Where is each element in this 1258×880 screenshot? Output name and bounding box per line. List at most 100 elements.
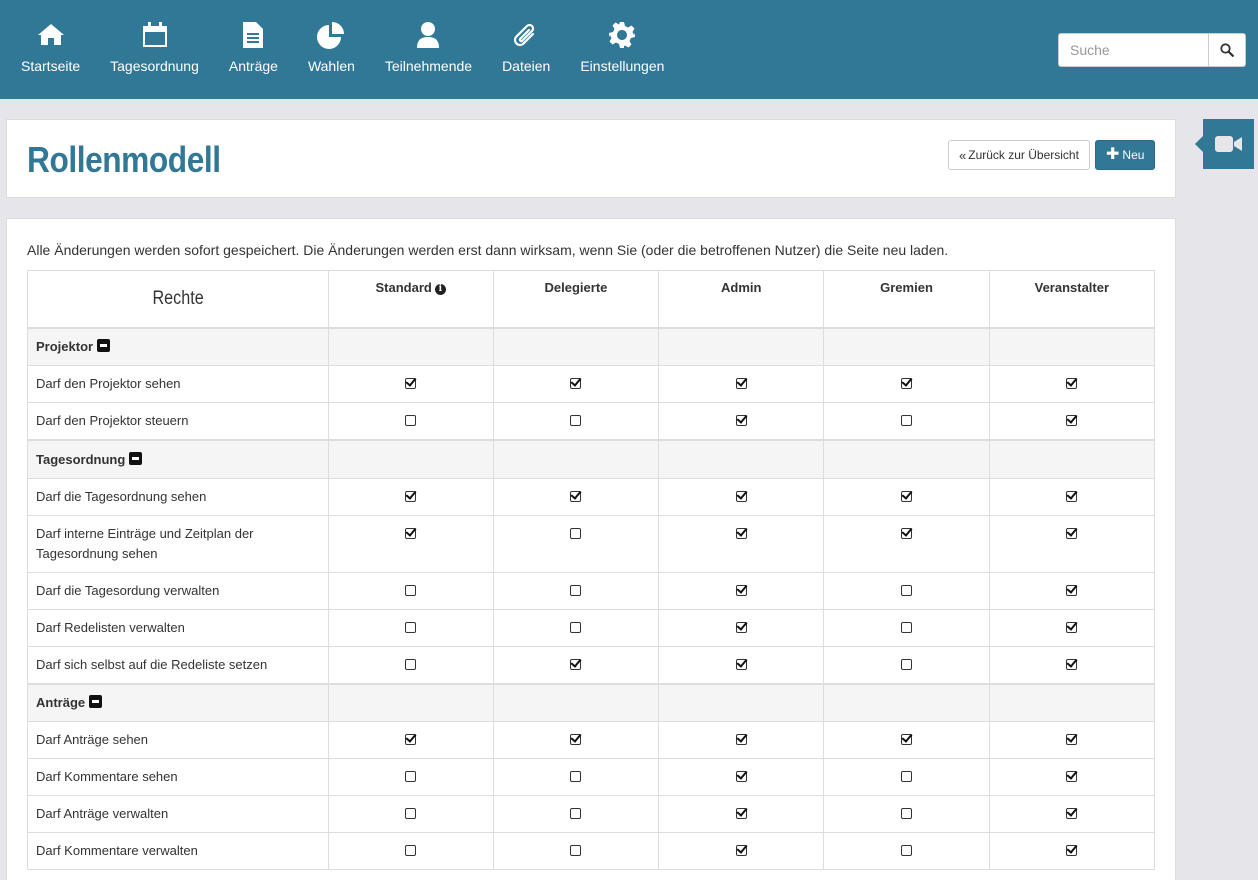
paperclip-icon (514, 23, 535, 47)
permission-checkbox[interactable] (570, 415, 582, 426)
permission-checkbox[interactable] (405, 415, 417, 426)
table-header-row: Rechte Standard i Delegierte Admin Gremie… (27, 270, 1156, 328)
nav-item-startseite[interactable]: Startseite (6, 0, 95, 99)
permission-checkbox[interactable] (1066, 378, 1078, 389)
content-panel: Alle Änderungen werden sofort gespeicher… (6, 218, 1176, 880)
permission-checkbox[interactable] (735, 527, 747, 539)
search-input[interactable] (1058, 33, 1208, 67)
permission-checkbox[interactable] (405, 808, 417, 819)
permission-checkbox[interactable] (570, 771, 582, 782)
permission-checkbox[interactable] (405, 771, 417, 782)
permission-checkbox[interactable] (735, 490, 747, 502)
info-icon[interactable]: i (434, 284, 446, 295)
permission-checkbox[interactable] (570, 490, 582, 502)
permission-checkbox[interactable] (405, 621, 417, 633)
permission-checkbox[interactable] (735, 584, 747, 596)
group-row-antraege: Anträge (27, 682, 1156, 722)
rights-column-header: Rechte (27, 270, 329, 328)
double-chevron-left-icon: « (959, 147, 967, 163)
permission-checkbox[interactable] (570, 808, 582, 819)
permission-checkbox[interactable] (901, 734, 913, 745)
top-navbar: Startseite Tagesordnung Anträge Wahlen T… (0, 0, 1258, 99)
permission-checkbox[interactable] (901, 621, 913, 633)
collapse-icon[interactable] (89, 695, 103, 709)
group-name: Tagesordnung (27, 439, 329, 479)
permission-checkbox[interactable] (405, 845, 417, 856)
permission-checkbox[interactable] (405, 584, 417, 596)
permission-checkbox[interactable] (1066, 808, 1078, 819)
permissions-table: Rechte Standard i Delegierte Admin Gremie… (27, 270, 1156, 870)
nav-item-antraege[interactable]: Anträge (214, 0, 293, 99)
nav-item-teilnehmende[interactable]: Teilnehmende (370, 0, 487, 99)
collapse-icon[interactable] (97, 339, 111, 353)
permission-checkbox[interactable] (735, 771, 747, 782)
permission-checkbox[interactable] (405, 658, 417, 670)
nav-label: Anträge (228, 58, 278, 74)
permission-checkbox[interactable] (901, 808, 913, 819)
permission-checkbox[interactable] (570, 658, 582, 670)
permission-checkbox[interactable] (901, 415, 913, 426)
permission-checkbox[interactable] (901, 584, 913, 596)
permission-checkbox[interactable] (735, 808, 747, 819)
permission-checkbox[interactable] (1066, 771, 1078, 782)
permission-checkbox[interactable] (1066, 658, 1078, 670)
main-nav: Startseite Tagesordnung Anträge Wahlen T… (6, 0, 679, 99)
permission-checkbox[interactable] (405, 734, 417, 745)
permission-checkbox[interactable] (901, 771, 913, 782)
nav-item-wahlen[interactable]: Wahlen (293, 0, 370, 99)
search-button[interactable] (1208, 33, 1246, 67)
permission-checkbox[interactable] (1066, 415, 1078, 426)
permission-checkbox[interactable] (901, 845, 913, 856)
page-title: Rollenmodell (27, 139, 221, 180)
collapse-icon[interactable] (129, 451, 143, 465)
permission-label: Darf den Projektor sehen (27, 365, 329, 403)
permission-checkbox[interactable] (1066, 490, 1078, 502)
video-camera-icon (1214, 136, 1242, 152)
permission-checkbox[interactable] (1066, 845, 1078, 856)
permission-checkbox[interactable] (570, 584, 582, 596)
new-button[interactable]: ✚ Neu (1095, 140, 1156, 170)
permission-checkbox[interactable] (1066, 734, 1078, 745)
permission-checkbox[interactable] (901, 490, 913, 502)
permission-row: Darf Anträge sehen (27, 721, 1156, 759)
permission-checkbox[interactable] (570, 527, 582, 539)
permission-label: Darf interne Einträge und Zeitplan der T… (27, 514, 329, 573)
permission-checkbox[interactable] (405, 490, 417, 502)
permission-label: Darf die Tagesordung verwalten (27, 571, 329, 610)
nav-item-dateien[interactable]: Dateien (487, 0, 565, 99)
permission-checkbox[interactable] (735, 734, 747, 745)
permission-checkbox[interactable] (735, 658, 747, 670)
permission-checkbox[interactable] (735, 845, 747, 856)
calendar-icon (142, 22, 167, 47)
permission-row: Darf die Tagesordung verwalten (27, 571, 1156, 610)
permission-checkbox[interactable] (570, 734, 582, 745)
permission-row: Darf Kommentare sehen (27, 758, 1156, 796)
nav-label: Dateien (502, 58, 551, 74)
permission-row: Darf Kommentare verwalten (27, 832, 1156, 870)
nav-item-tagesordnung[interactable]: Tagesordnung (95, 0, 214, 99)
nav-label: Wahlen (307, 58, 355, 74)
permission-checkbox[interactable] (901, 658, 913, 670)
permission-checkbox[interactable] (1066, 584, 1078, 596)
column-header-veranstalter: Veranstalter (988, 270, 1156, 328)
permission-checkbox[interactable] (405, 527, 417, 539)
permission-checkbox[interactable] (735, 378, 747, 389)
permission-checkbox[interactable] (570, 845, 582, 856)
nav-label: Teilnehmende (384, 58, 473, 74)
back-to-overview-button[interactable]: « Zurück zur Übersicht (948, 140, 1090, 170)
home-icon (37, 24, 64, 45)
nav-item-einstellungen[interactable]: Einstellungen (565, 0, 679, 99)
permission-checkbox[interactable] (1066, 527, 1078, 539)
permission-checkbox[interactable] (735, 415, 747, 426)
permission-checkbox[interactable] (901, 527, 913, 539)
gear-icon (609, 22, 636, 48)
permission-checkbox[interactable] (901, 378, 913, 389)
permission-checkbox[interactable] (405, 378, 417, 389)
permission-checkbox[interactable] (570, 378, 582, 389)
permission-checkbox[interactable] (1066, 621, 1078, 633)
permission-checkbox[interactable] (570, 621, 582, 633)
permission-checkbox[interactable] (735, 621, 747, 633)
video-toggle-tab[interactable] (1195, 119, 1254, 169)
pie-chart-icon (317, 22, 345, 49)
permission-label: Darf Anträge verwalten (27, 795, 329, 833)
